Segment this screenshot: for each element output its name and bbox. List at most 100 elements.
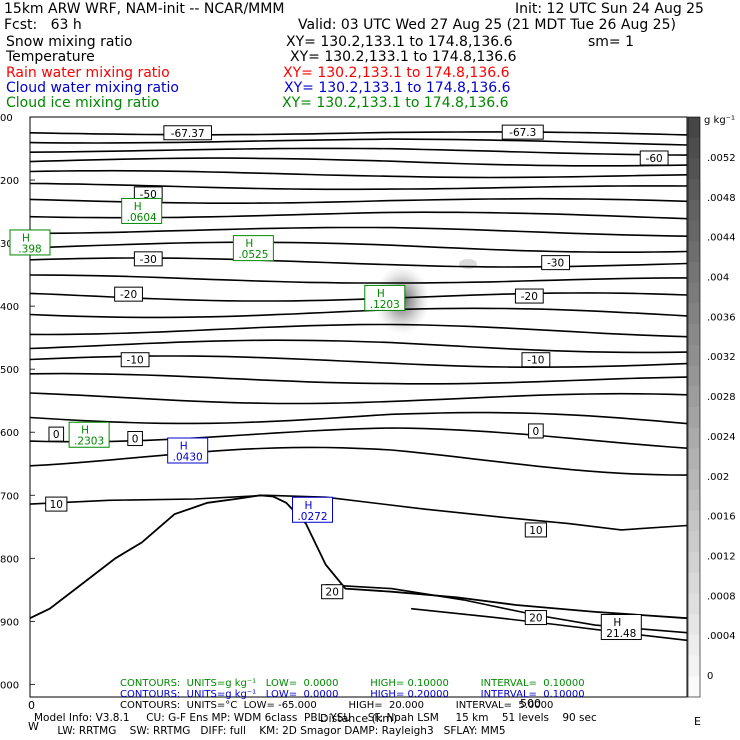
max-label-value: .0604 — [127, 212, 157, 224]
colorbar-segment — [688, 552, 700, 574]
colorbar-segment — [688, 199, 700, 222]
colorbar-segment — [688, 344, 700, 367]
colorbar-tick-label: .0036 — [707, 312, 736, 323]
forecast-hour: Fcst: 63 h — [4, 17, 82, 33]
max-label-box — [9, 229, 51, 256]
temperature-label: -10 — [527, 355, 544, 367]
colorbar-segment — [688, 407, 700, 429]
temperature-label: -50 — [140, 189, 157, 201]
colorbar-tick-label: .0004 — [707, 631, 736, 642]
isotherm-line — [29, 157, 688, 167]
colorbar-tick-label: .0012 — [707, 551, 736, 562]
colorbar-segment — [688, 614, 700, 636]
x-axis-label: Distance (km) — [320, 712, 398, 725]
field-smoothing: sm= 1 — [588, 34, 635, 50]
max-label-box — [167, 437, 209, 464]
isotherm-line — [29, 241, 688, 253]
temperature-label: -67.37 — [171, 128, 205, 140]
max-label-value: .0272 — [297, 511, 327, 523]
field-xy-cloud-ice: XY= 130.2,133.1 to 174.8,136.6 — [282, 95, 509, 111]
temperature-label-box — [48, 426, 65, 442]
pressure-tick-label: 000 — [0, 680, 19, 691]
colorbar-segment — [688, 365, 700, 387]
temperature-label-box — [163, 125, 212, 141]
colorbar-segment — [688, 158, 700, 180]
colorbar-tick-label: .002 — [707, 472, 729, 483]
colorbar-segment — [688, 427, 700, 449]
isotherm-line — [29, 392, 688, 405]
contours-cloud-ice: CONTOURS: UNITS=g kg⁻¹ LOW= 0.0000 HIGH=… — [120, 678, 585, 689]
max-label-box — [364, 284, 406, 311]
contours-cloud-water: CONTOURS: UNITS=g kg⁻¹ LOW= 0.0000 HIGH=… — [120, 689, 585, 700]
colorbar-segment — [688, 220, 700, 242]
isotherm-line — [29, 323, 688, 338]
temperature-label-box — [528, 423, 544, 439]
temperature-label-box — [133, 251, 163, 267]
temperature-label-box — [524, 610, 547, 626]
colorbar-segment — [688, 510, 700, 532]
x-axis-start: 0 — [28, 699, 35, 712]
field-name-snow: Snow mixing ratio — [6, 34, 133, 50]
colorbar-segment — [688, 303, 700, 325]
temperature-label-box — [321, 584, 344, 600]
pressure-tick-label: 00 — [0, 113, 13, 124]
max-label-value: 21.48 — [606, 628, 636, 640]
pressure-tick-label: 700 — [0, 491, 19, 502]
pressure-tick-label: 500 — [0, 365, 19, 376]
colorbar-tick-label: .0048 — [707, 193, 736, 204]
colorbar-tick-label: .0008 — [707, 591, 736, 602]
colorbar-tick-label: 0 — [707, 671, 713, 682]
temperature-label-box — [501, 124, 544, 140]
colorbar-tick-label: .0044 — [707, 233, 736, 244]
field-name-cloud-water: Cloud water mixing ratio — [6, 80, 179, 96]
isotherm-lines — [29, 131, 688, 642]
temperature-label-box — [541, 255, 571, 271]
temperature-label: -10 — [127, 355, 144, 367]
colorbar-segment — [688, 489, 700, 512]
colorbar-tick-label: .0032 — [707, 352, 736, 363]
field-xy-cloud-water: XY= 130.2,133.1 to 174.8,136.6 — [284, 80, 511, 96]
colorbar-segment — [688, 572, 700, 594]
max-label-box — [121, 197, 163, 224]
east-marker: E — [694, 715, 701, 728]
isotherm-line — [29, 446, 688, 476]
colorbar-segment — [688, 324, 700, 346]
max-label-value: .0525 — [238, 249, 268, 261]
temperature-label-box — [127, 431, 143, 447]
colorbar-axis: .0052 .0048 .0044 .004 .0036 .0032 .0028 .0024.… — [707, 153, 736, 682]
isotherm-line — [29, 411, 688, 425]
isotherm-line — [29, 169, 688, 179]
colorbar-segment — [688, 448, 700, 470]
terrain-outline — [29, 494, 688, 620]
temperature-label-box — [45, 496, 68, 512]
field-name-rain: Rain water mixing ratio — [6, 65, 170, 81]
max-label-value: .0430 — [173, 452, 203, 464]
colorbar-segment — [688, 282, 700, 304]
terrain-line — [29, 494, 688, 620]
colorbar-segment — [688, 262, 700, 284]
isotherm-line — [29, 494, 688, 531]
colorbar-segment — [688, 655, 700, 677]
temperature-label: 20 — [529, 613, 542, 625]
field-xy-snow: XY= 130.2,133.1 to 174.8,136.6 — [286, 34, 513, 50]
max-label-value: .1203 — [370, 299, 400, 311]
colorbar-unit: g kg⁻¹ — [704, 115, 735, 126]
isotherm-line — [29, 138, 688, 146]
max-label-value: .2303 — [74, 436, 104, 448]
temperature-label-box — [514, 288, 544, 304]
west-marker: W — [28, 720, 39, 733]
x-axis-end: 500 — [520, 697, 541, 710]
max-label-box — [292, 496, 334, 523]
max-label-letter: H — [613, 617, 621, 629]
colorbar-segment — [688, 469, 700, 491]
model-title: 15km ARW WRF, NAM-init -- NCAR/MMM — [4, 1, 285, 17]
max-label-letter: H — [180, 441, 188, 453]
isotherm-line — [29, 147, 688, 156]
temperature-label-box — [521, 352, 551, 368]
max-label-box — [600, 614, 642, 641]
temperature-label-box — [639, 150, 669, 166]
field-xy-temperature: XY= 130.2,133.1 to 174.8,136.6 — [290, 49, 517, 65]
isotherm-line — [29, 307, 688, 319]
contours-temperature: CONTOURS: UNITS=°C LOW= -65.000 HIGH= 20… — [120, 700, 554, 711]
